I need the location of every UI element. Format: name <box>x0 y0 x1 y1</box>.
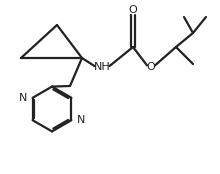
Text: N: N <box>77 115 85 125</box>
Text: N: N <box>19 93 27 103</box>
Text: O: O <box>129 5 137 15</box>
Text: NH: NH <box>94 62 110 72</box>
Text: O: O <box>147 62 155 72</box>
